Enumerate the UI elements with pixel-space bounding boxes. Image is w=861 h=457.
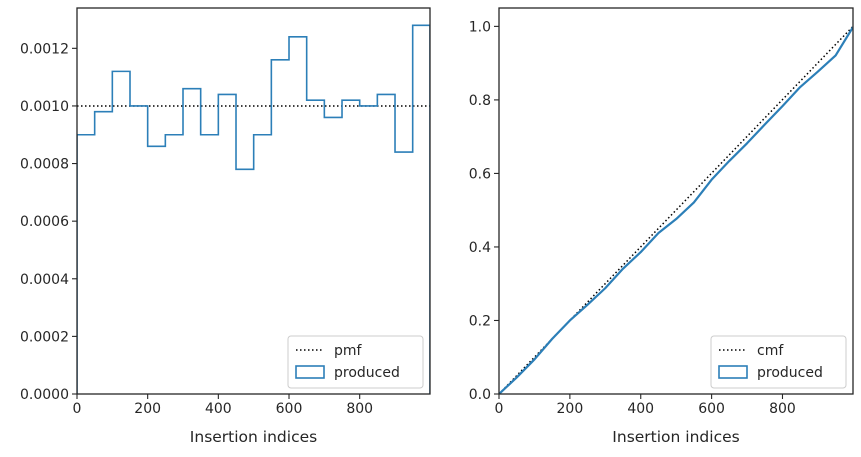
legend-box [710, 335, 847, 389]
y-tick-label: 0.0008 [20, 157, 69, 173]
plot-area [499, 25, 853, 394]
legend: cmf produced [710, 335, 847, 389]
x-tick-label: 200 [557, 401, 584, 417]
y-tick-label: 0.6 [469, 166, 491, 182]
x-tick-label: 600 [698, 401, 725, 417]
y-tick-label: 0.0010 [20, 99, 69, 115]
series-produced-step [77, 24, 430, 394]
x-tick-label: 600 [276, 401, 303, 417]
x-tick-label: 0 [73, 401, 82, 417]
x-tick-label: 800 [769, 401, 796, 417]
y-tick-label: 0.0000 [20, 387, 69, 403]
x-tick-label: 800 [346, 401, 373, 417]
legend-label-reference: cmf [757, 343, 784, 359]
legend-box [287, 335, 424, 389]
y-tick-label: 1.0 [469, 19, 491, 35]
x-tick-label: 400 [205, 401, 232, 417]
legend-swatch-produced [718, 365, 748, 379]
y-tick-label: 0.0006 [20, 214, 69, 230]
x-axis-label: Insertion indices [190, 428, 317, 446]
y-tick-label: 0.0 [469, 387, 491, 403]
x-axis-label: Insertion indices [612, 428, 739, 446]
series-produced-line [499, 26, 853, 394]
y-tick-label: 0.2 [469, 313, 491, 329]
legend: pmf produced [287, 335, 424, 389]
chart-panel-2: 0 200 400 600 800 0.0 0.2 0.4 0.6 0.8 1.0 Insertion… [469, 7, 854, 446]
x-tick-label: 0 [495, 401, 504, 417]
legend-label-reference: pmf [334, 343, 363, 359]
axes-frame [498, 7, 854, 395]
axes-frame [76, 7, 431, 395]
y-tick-label: 0.0002 [20, 329, 69, 345]
plot-area [77, 24, 430, 394]
legend-label-produced: produced [334, 365, 400, 381]
legend-swatch-produced [295, 365, 325, 379]
y-tick-label: 0.8 [469, 93, 491, 109]
y-tick-label: 0.0012 [20, 41, 69, 57]
x-tick-label: 400 [627, 401, 654, 417]
x-tick-label: 200 [134, 401, 161, 417]
legend-label-produced: produced [757, 365, 823, 381]
chart-panel-1: 0 200 400 600 800 0.0000 0.0002 0.0004 0.0006 0.0… [20, 7, 431, 446]
y-tick-label: 0.4 [469, 240, 491, 256]
y-tick-label: 0.0004 [20, 272, 69, 288]
